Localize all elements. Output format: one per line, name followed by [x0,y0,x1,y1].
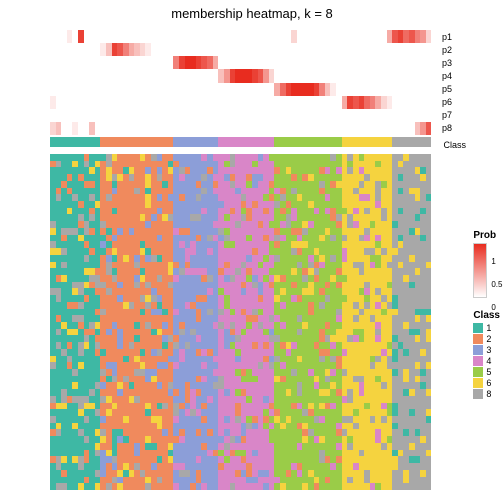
prob-row [50,83,432,96]
class-legend-item: 4 [473,356,500,366]
prob-ticks: 1 0.5 0 [491,257,502,312]
legend: Prob 1 0.5 0 Class 1234568 [473,230,500,400]
prob-section: p1p2p3p4p5p6p7p8 Class [50,30,432,150]
class-legend-item: 1 [473,323,500,333]
class-legend-item: 2 [473,334,500,344]
prob-gradient [473,243,487,298]
class-legend: Class 1234568 [473,310,500,399]
prob-row [50,56,432,69]
prob-row [50,30,432,43]
class-legend-item: 6 [473,378,500,388]
prob-row-labels: p1p2p3p4p5p6p7p8 [442,30,452,135]
prob-row [50,43,432,56]
prob-row [50,96,432,109]
class-legend-item: 3 [473,345,500,355]
prob-row [50,69,432,82]
prob-legend-title: Prob [473,230,500,241]
class-row-label: Class [443,140,466,150]
prob-row [50,122,432,135]
class-legend-item: 5 [473,367,500,377]
cluster-section [50,154,432,490]
prob-row [50,109,432,122]
chart-title: membership heatmap, k = 8 [0,0,504,21]
heatmap-main: p1p2p3p4p5p6p7p8 Class [50,30,432,490]
class-row [50,137,432,147]
class-legend-item: 8 [473,389,500,399]
